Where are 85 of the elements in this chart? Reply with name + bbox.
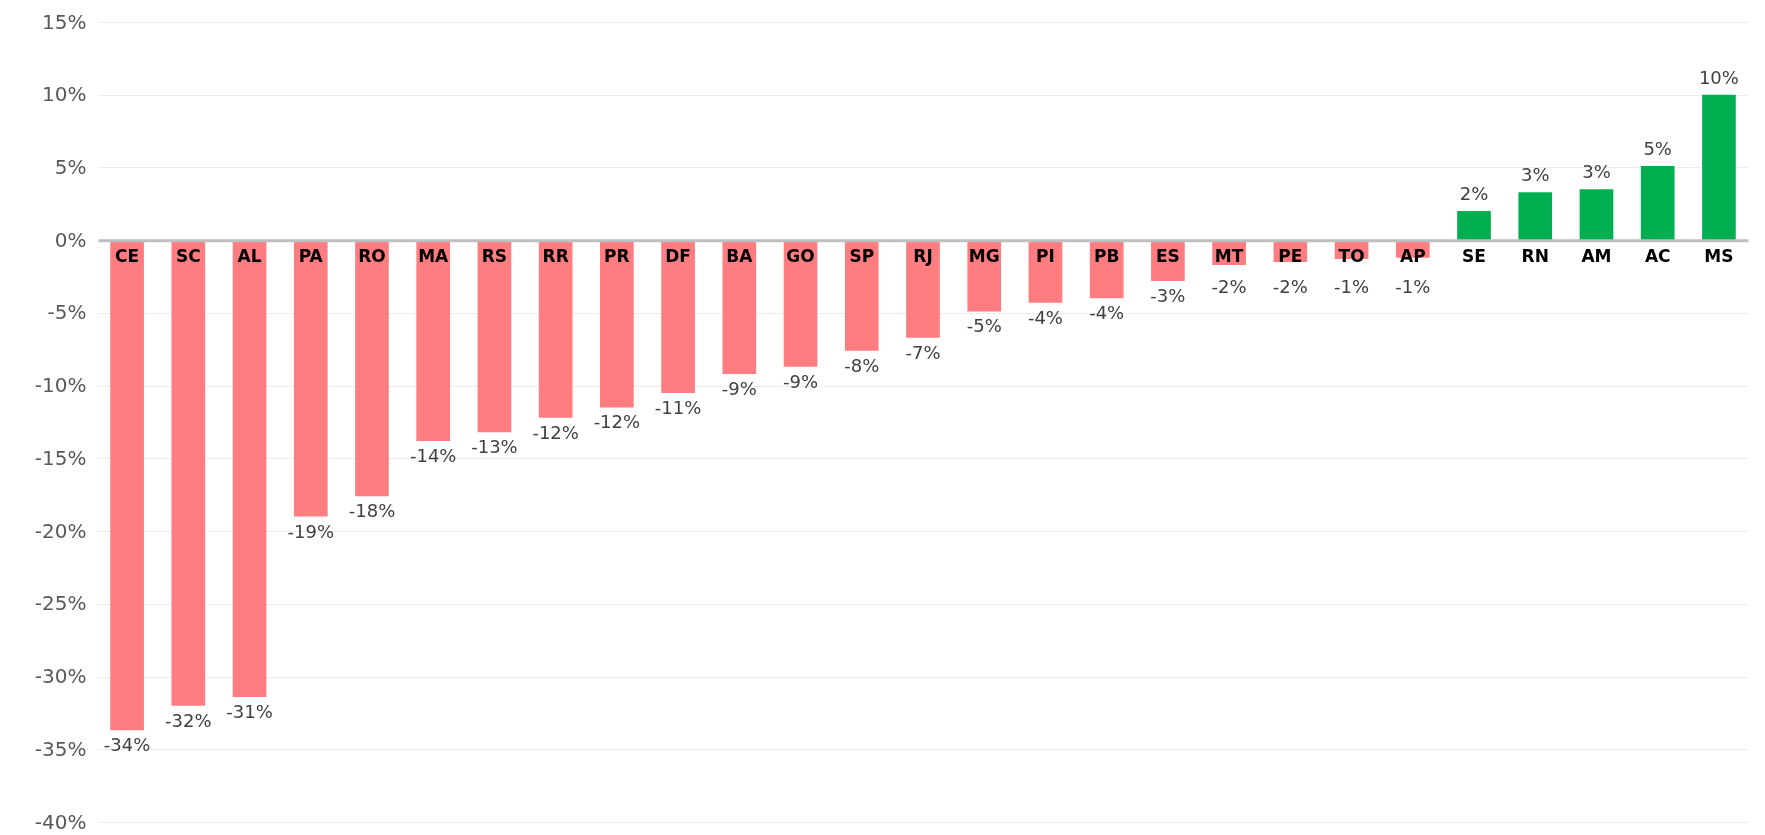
data-label: 2% xyxy=(1459,183,1489,205)
x-tick-label: MT xyxy=(1214,245,1244,266)
data-label: -1% xyxy=(1334,276,1370,298)
y-tick-label: 0% xyxy=(54,227,87,252)
data-label: -18% xyxy=(348,500,396,522)
data-label: -2% xyxy=(1272,276,1308,298)
y-tick-label: -15% xyxy=(34,445,87,470)
y-tick-label: 5% xyxy=(54,154,87,179)
x-tick-label: CE xyxy=(115,245,140,266)
y-tick-label: 15% xyxy=(42,9,87,34)
x-tick-label: AC xyxy=(1644,245,1671,266)
data-label: -11% xyxy=(654,396,702,418)
data-label: -4% xyxy=(1089,302,1125,324)
x-tick-label: PB xyxy=(1093,245,1120,266)
x-tick-label: SC xyxy=(175,245,201,266)
data-label: -12% xyxy=(532,421,579,443)
bar xyxy=(232,240,267,697)
y-tick-label: -20% xyxy=(34,518,87,543)
x-tick-label: MS xyxy=(1704,245,1734,266)
x-tick-label: RR xyxy=(542,245,569,266)
bar xyxy=(1518,192,1553,241)
bar xyxy=(293,240,328,517)
data-label: -34% xyxy=(103,734,151,756)
bar xyxy=(416,240,451,441)
data-label: 5% xyxy=(1643,138,1672,159)
x-tick-label: TO xyxy=(1338,245,1365,266)
x-tick-label: GO xyxy=(786,245,815,266)
x-tick-label: SE xyxy=(1462,245,1486,266)
data-label: -9% xyxy=(721,378,757,399)
data-label: -5% xyxy=(966,315,1002,337)
x-tick-label: MA xyxy=(418,245,450,266)
x-tick-label: MG xyxy=(968,245,1000,266)
x-tick-label: AL xyxy=(237,245,262,266)
bar xyxy=(171,240,206,706)
data-label: -1% xyxy=(1395,276,1431,298)
bar xyxy=(600,240,634,408)
data-label: -4% xyxy=(1027,306,1063,328)
bar xyxy=(844,240,879,351)
x-tick-label: RO xyxy=(358,245,386,266)
data-label: -31% xyxy=(226,700,273,722)
bar xyxy=(722,240,757,374)
x-tick-label: PA xyxy=(298,245,324,266)
x-tick-label: AP xyxy=(1399,245,1426,266)
bar xyxy=(1702,94,1736,241)
data-label: -2% xyxy=(1211,276,1247,298)
y-tick-label: -25% xyxy=(34,591,87,616)
y-tick-label: -40% xyxy=(34,809,87,834)
y-tick-label: -10% xyxy=(34,373,87,398)
x-tick-label: PI xyxy=(1036,245,1055,266)
data-label: -7% xyxy=(905,341,941,363)
data-label: -19% xyxy=(287,520,335,542)
x-tick-label: ES xyxy=(1155,245,1180,266)
data-label: -13% xyxy=(471,436,518,458)
y-tick-label: -5% xyxy=(47,300,87,325)
x-tick-label: PR xyxy=(604,245,630,266)
data-label: -8% xyxy=(844,354,880,376)
data-label: -14% xyxy=(409,444,457,466)
bar xyxy=(538,240,573,418)
y-tick-label: -35% xyxy=(34,736,87,761)
x-tick-label: DF xyxy=(665,245,691,266)
x-tick-label: PE xyxy=(1278,245,1303,266)
bar xyxy=(783,240,818,367)
data-label: -9% xyxy=(783,370,819,392)
x-tick-label: SP xyxy=(849,245,875,266)
bar xyxy=(1579,189,1614,241)
x-tick-label: RN xyxy=(1521,245,1549,266)
data-label: 3% xyxy=(1582,161,1611,183)
bar xyxy=(110,240,144,731)
bar xyxy=(661,240,695,393)
bar xyxy=(355,240,389,497)
data-label: -32% xyxy=(165,709,212,731)
bar xyxy=(906,240,940,338)
data-label: 10% xyxy=(1698,66,1739,88)
bar xyxy=(1640,166,1675,241)
data-label: -12% xyxy=(593,411,641,433)
x-tick-label: BA xyxy=(726,245,754,266)
data-label: -3% xyxy=(1150,284,1186,306)
x-tick-label: RS xyxy=(481,245,508,266)
y-tick-label: 10% xyxy=(42,82,87,107)
x-tick-label: RJ xyxy=(913,245,933,266)
bar xyxy=(1457,211,1491,241)
y-tick-label: -30% xyxy=(34,664,87,689)
x-tick-label: AM xyxy=(1581,245,1612,266)
data-label: 3% xyxy=(1520,164,1550,186)
bar xyxy=(477,240,512,433)
